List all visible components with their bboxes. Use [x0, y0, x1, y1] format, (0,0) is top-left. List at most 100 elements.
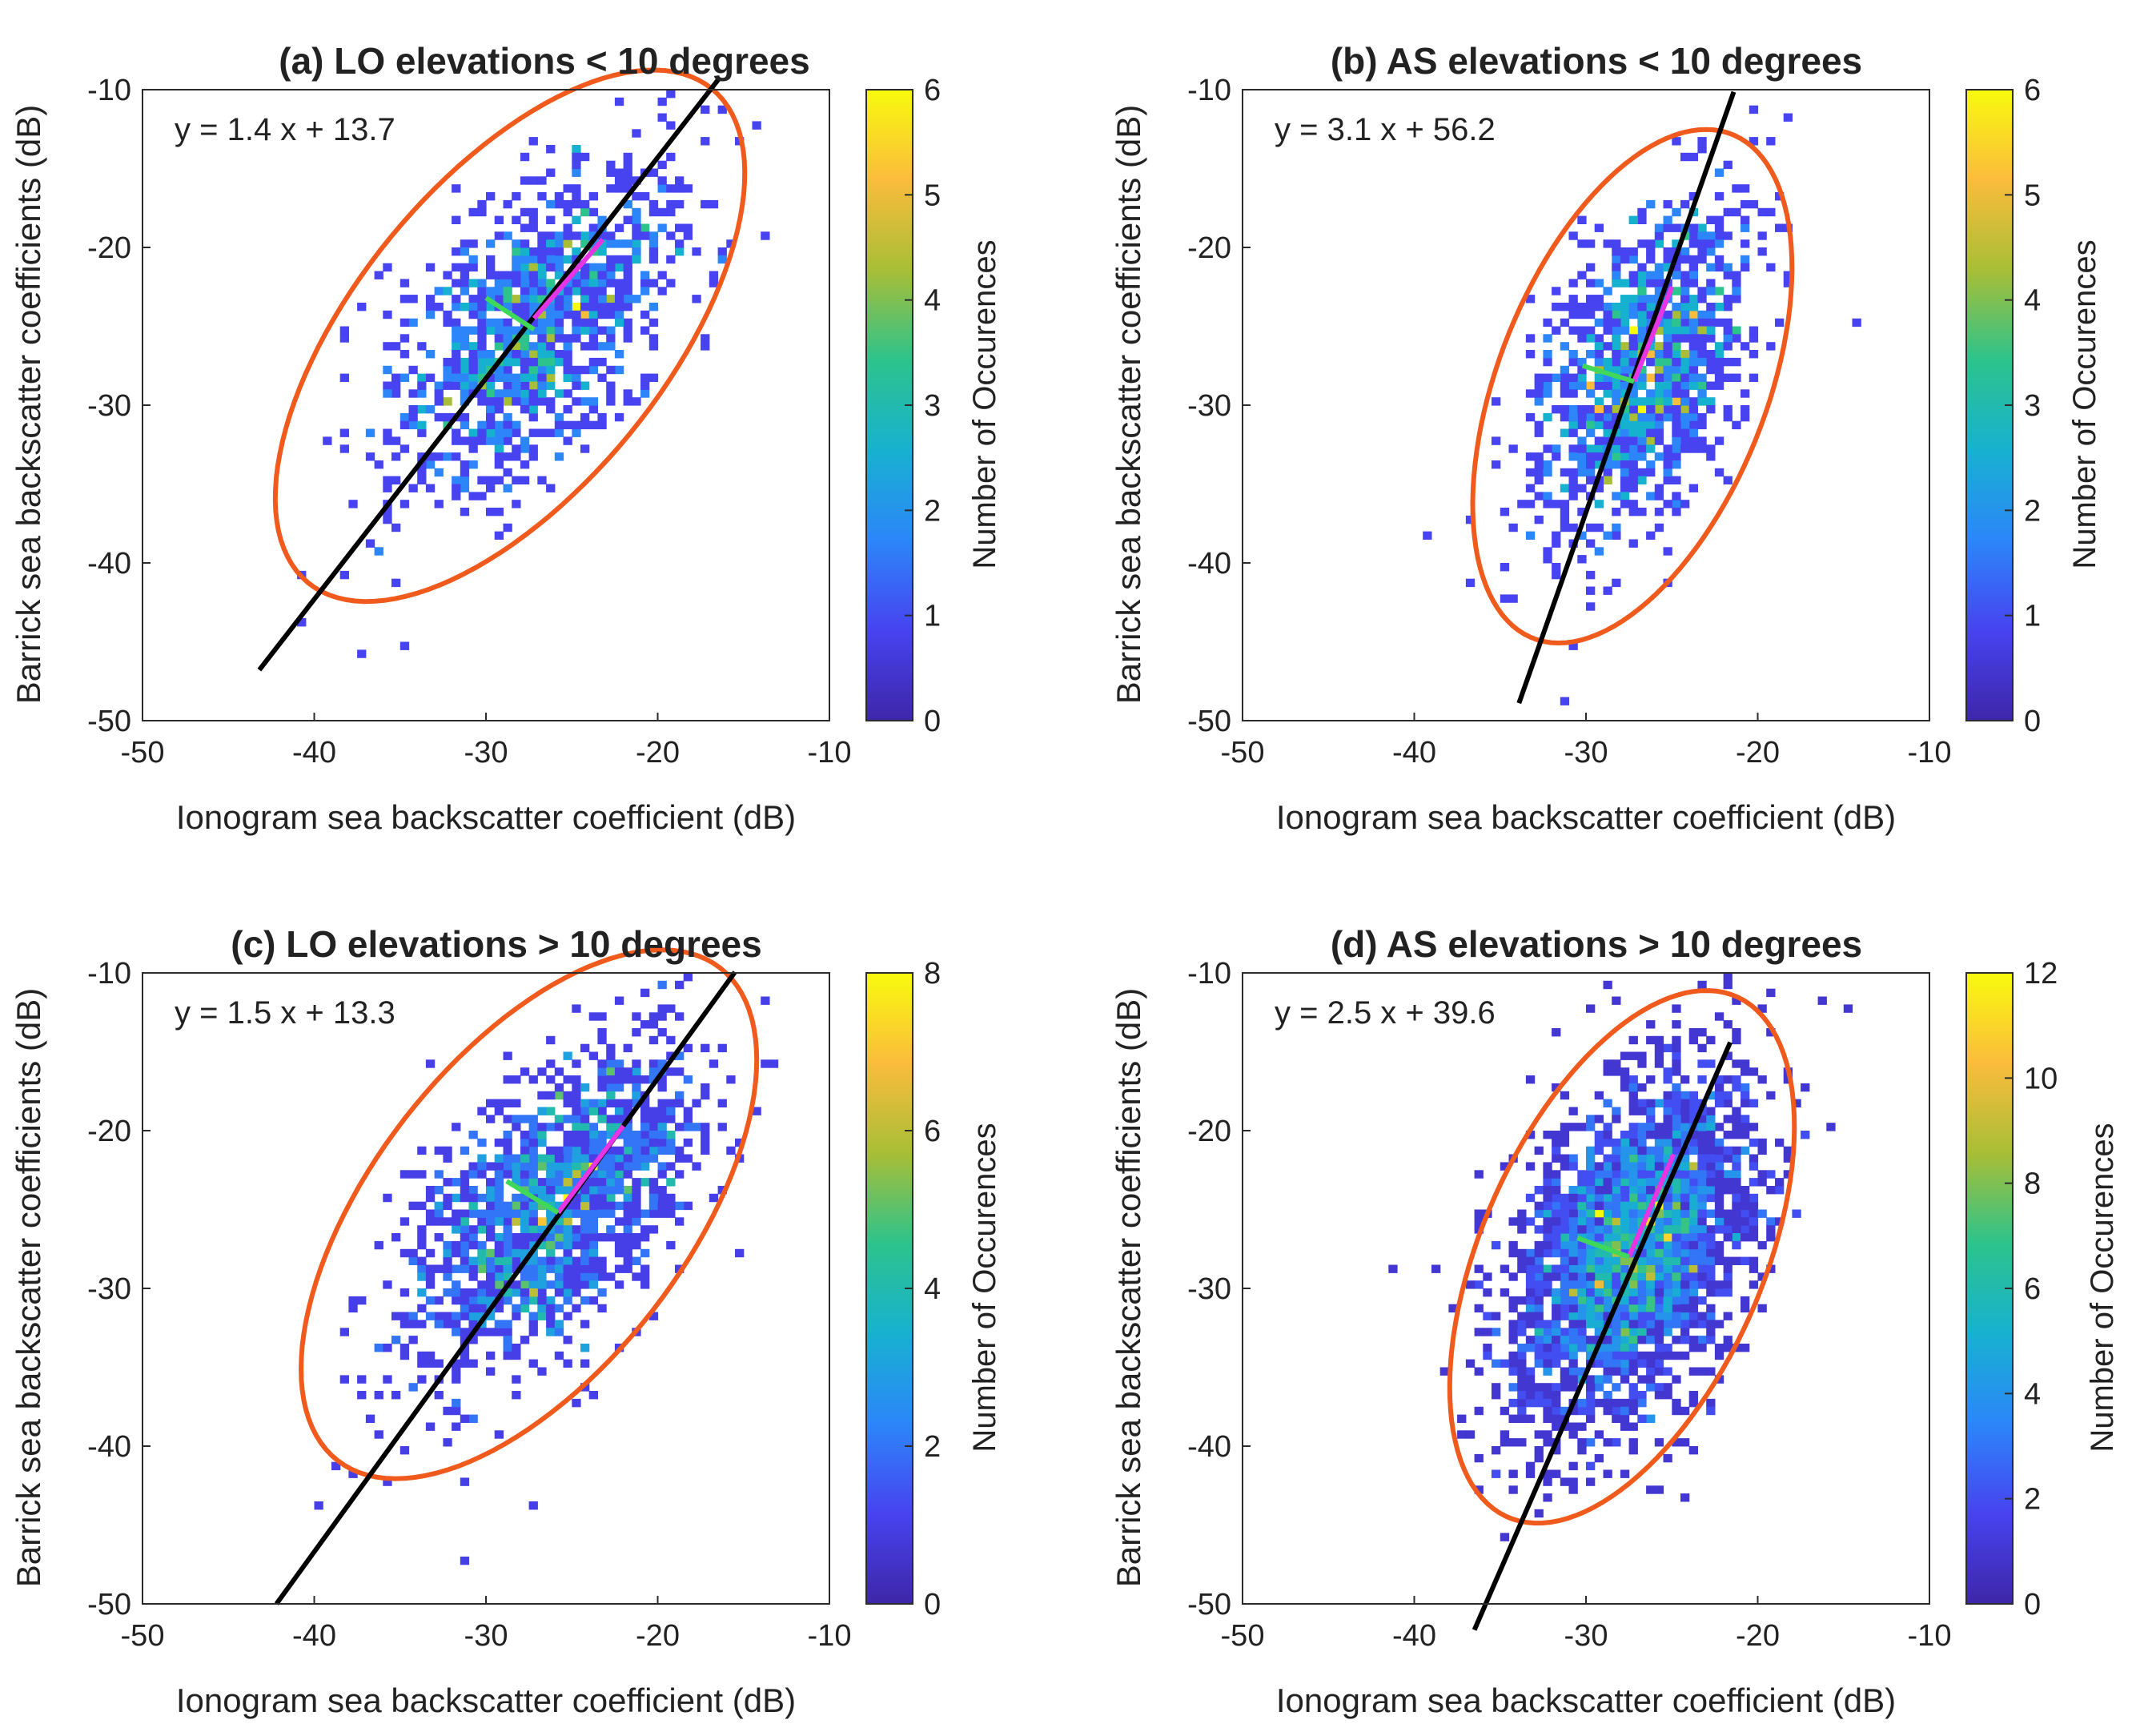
major-axis-segment	[1626, 1153, 1676, 1258]
histogram-cell	[1697, 1186, 1707, 1195]
panel-title: (d) AS elevations > 10 degrees	[1331, 923, 1862, 965]
histogram-cell	[1594, 1225, 1604, 1234]
histogram-cell	[486, 1193, 496, 1203]
histogram-cell	[1620, 1154, 1630, 1163]
histogram-cell	[1620, 342, 1630, 351]
histogram-cell	[1697, 350, 1707, 359]
histogram-cell	[614, 1099, 624, 1107]
histogram-cell	[1688, 1398, 1698, 1408]
histogram-cell	[1654, 1367, 1664, 1376]
histogram-cell	[597, 342, 607, 351]
histogram-cell	[1646, 444, 1656, 453]
histogram-cell	[1568, 1217, 1578, 1226]
histogram-cell	[648, 1154, 659, 1163]
histogram-cell	[1697, 1170, 1707, 1179]
histogram-cell	[1654, 373, 1664, 382]
histogram-cell	[1568, 476, 1578, 484]
histogram-cell	[1697, 318, 1707, 328]
histogram-cell	[494, 1256, 504, 1265]
histogram-cell	[1646, 405, 1656, 414]
histogram-cell	[537, 428, 547, 437]
histogram-cell	[512, 1264, 521, 1273]
histogram-cell	[1637, 1280, 1647, 1289]
histogram-cell	[666, 1162, 676, 1171]
histogram-cell	[606, 1099, 616, 1107]
histogram-cell	[588, 287, 598, 295]
histogram-cell	[374, 547, 383, 556]
histogram-cell	[1714, 1123, 1724, 1131]
histogram-cell	[648, 1178, 659, 1187]
histogram-cell	[657, 113, 667, 122]
colorbar-tick-label: 4	[2024, 1377, 2041, 1411]
histogram-cell	[1577, 1170, 1587, 1179]
histogram-cell	[1688, 1320, 1698, 1328]
histogram-cell	[554, 247, 564, 256]
histogram-cell	[1612, 578, 1621, 588]
histogram-cell	[460, 420, 470, 430]
histogram-cell	[1586, 334, 1596, 343]
histogram-cell	[1603, 310, 1612, 319]
histogram-cell	[425, 310, 436, 319]
histogram-cell	[1663, 1312, 1672, 1320]
histogram-cell	[1663, 334, 1672, 343]
histogram-cell	[1706, 1091, 1716, 1100]
histogram-cell	[1586, 279, 1596, 287]
histogram-cell	[434, 1170, 444, 1179]
histogram-cell	[606, 1146, 616, 1155]
colorbar-tick-label: 0	[2024, 705, 2041, 738]
histogram-cell	[1577, 326, 1587, 335]
histogram-cell	[1594, 420, 1604, 430]
histogram-cell	[1620, 1351, 1630, 1360]
histogram-cell	[597, 271, 607, 279]
histogram-cell	[1568, 1256, 1578, 1265]
histogram-cell	[588, 1012, 598, 1021]
overlays	[1470, 90, 1795, 705]
histogram-cell	[657, 1059, 667, 1068]
histogram-cell	[520, 310, 530, 319]
colorbar-tick-label: 0	[924, 1588, 941, 1621]
histogram-cell	[572, 1099, 581, 1107]
histogram-cell	[1594, 1296, 1604, 1305]
histogram-cell	[1646, 428, 1656, 437]
histogram-cell	[606, 1083, 616, 1092]
histogram-cell	[1637, 373, 1647, 382]
histogram-cell	[546, 145, 556, 154]
histogram-cell	[1714, 1240, 1724, 1250]
histogram-cell	[417, 342, 427, 351]
histogram-cell	[1525, 1217, 1536, 1226]
histogram-cell	[1586, 444, 1596, 453]
histogram-cell	[503, 468, 512, 477]
histogram-cell	[675, 1123, 685, 1131]
histogram-cell	[1568, 295, 1578, 303]
histogram-cell	[1663, 444, 1672, 453]
histogram-cell	[1680, 1225, 1690, 1234]
histogram-cell	[383, 428, 392, 437]
histogram-cell	[1637, 310, 1647, 319]
histogram-cell	[1749, 1217, 1759, 1226]
histogram-cell	[1714, 357, 1724, 367]
histogram-cell	[1612, 1367, 1621, 1376]
histogram-cell	[1766, 342, 1776, 351]
colorbar-tick-label: 5	[924, 179, 941, 212]
histogram-cell	[563, 1288, 572, 1297]
histogram-cell	[1723, 318, 1733, 328]
histogram-cell	[1697, 295, 1707, 303]
histogram-cell	[477, 420, 487, 430]
histogram-cell	[537, 1123, 547, 1131]
histogram-cell	[572, 152, 581, 162]
histogram-cell	[477, 373, 487, 382]
histogram-cell	[648, 1020, 659, 1029]
histogram-cell	[1612, 1225, 1621, 1234]
histogram-cell	[399, 373, 410, 382]
major-axis-segment	[556, 1124, 625, 1215]
histogram-cell	[1714, 1083, 1724, 1092]
histogram-cell	[683, 1138, 693, 1147]
histogram-cell	[1543, 1438, 1552, 1447]
histogram-cell	[580, 152, 590, 162]
histogram-cell	[1646, 350, 1656, 359]
histogram-cell	[1766, 1186, 1776, 1195]
histogram-cell	[1586, 1217, 1596, 1226]
histogram-cell	[648, 303, 659, 311]
histogram-cell	[357, 1296, 367, 1305]
histogram-cell	[512, 303, 521, 311]
